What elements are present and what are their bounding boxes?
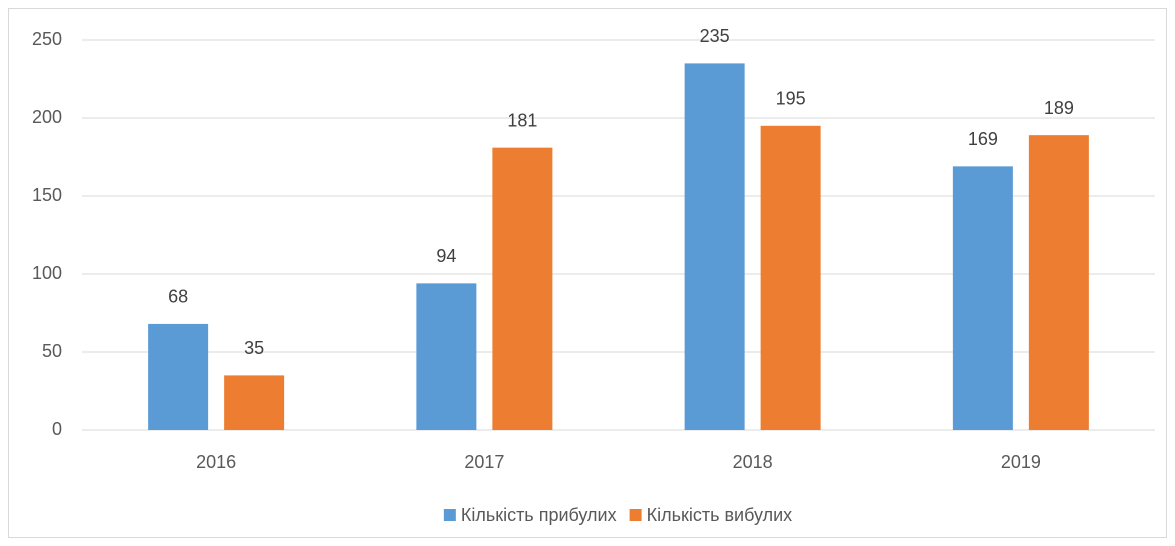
data-label: 94 bbox=[436, 246, 456, 266]
bar bbox=[760, 125, 821, 431]
data-label: 195 bbox=[776, 89, 806, 109]
y-tick-label: 50 bbox=[42, 341, 62, 361]
bar bbox=[148, 323, 209, 430]
x-tick-label: 2019 bbox=[1001, 452, 1041, 472]
bar bbox=[224, 375, 285, 430]
legend-swatch bbox=[443, 509, 456, 521]
bar bbox=[492, 147, 553, 430]
data-label: 169 bbox=[968, 129, 998, 149]
x-tick-label: 2018 bbox=[733, 452, 773, 472]
data-label: 235 bbox=[700, 26, 730, 46]
y-tick-label: 200 bbox=[32, 107, 62, 127]
y-tick-label: 250 bbox=[32, 29, 62, 49]
x-tick-label: 2016 bbox=[196, 452, 236, 472]
legend-swatch bbox=[629, 509, 642, 521]
data-label: 189 bbox=[1044, 98, 1074, 118]
legend-label: Кількість прибулих bbox=[461, 505, 617, 525]
bar bbox=[416, 283, 477, 430]
data-label: 68 bbox=[168, 287, 188, 307]
y-tick-label: 100 bbox=[32, 263, 62, 283]
x-tick-label: 2017 bbox=[464, 452, 504, 472]
data-label: 35 bbox=[244, 338, 264, 358]
y-tick-label: 0 bbox=[52, 419, 62, 439]
bar bbox=[952, 166, 1013, 431]
data-label: 181 bbox=[507, 110, 537, 130]
bar bbox=[1028, 135, 1089, 430]
y-tick-label: 150 bbox=[32, 185, 62, 205]
bar bbox=[684, 63, 745, 431]
legend-label: Кількість вибулих bbox=[647, 505, 793, 525]
